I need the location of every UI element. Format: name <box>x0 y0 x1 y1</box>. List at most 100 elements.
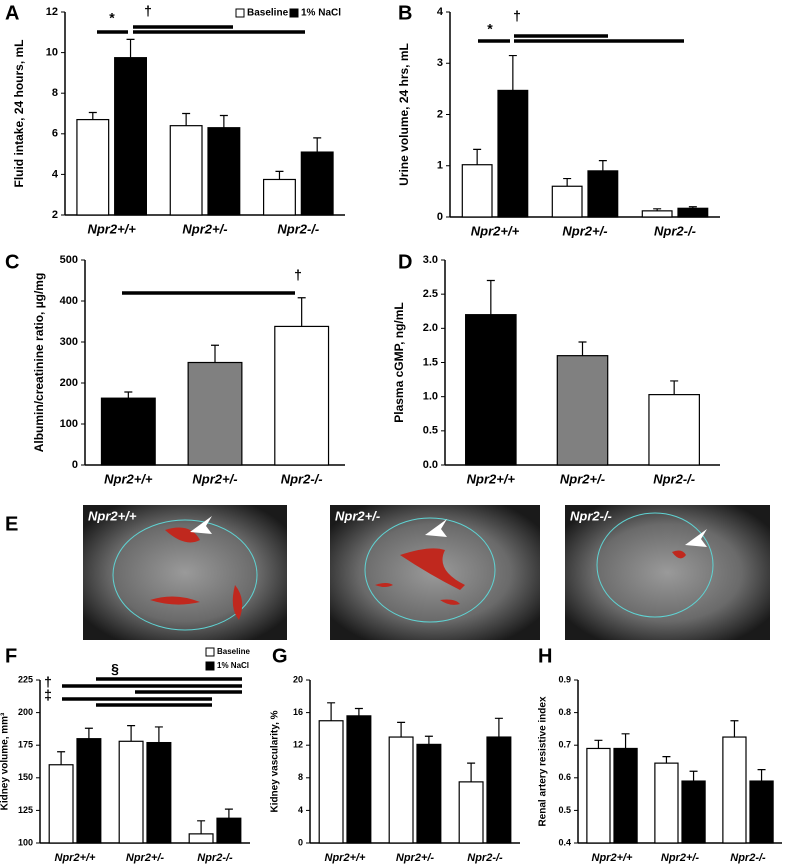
panel-letter: D <box>398 251 412 273</box>
bar <box>497 89 529 218</box>
annotation: § <box>111 661 119 677</box>
arrowhead <box>685 529 707 547</box>
error-bar <box>126 38 135 58</box>
annotation: † <box>513 8 521 24</box>
legend-swatch <box>289 8 299 18</box>
image-label: Npr2-/- <box>570 508 612 523</box>
x-tick-label: Npr2+/+ <box>471 223 520 238</box>
y-tick-label: 0.5 <box>558 805 571 815</box>
x-tick-label: Npr2-/- <box>653 471 695 486</box>
y-tick-label: 1 <box>437 160 443 172</box>
x-tick-label: Npr2+/+ <box>55 852 97 864</box>
x-tick-label: Npr2-/- <box>730 852 766 864</box>
error-bar <box>124 391 133 399</box>
y-tick-label: 4 <box>52 168 59 180</box>
error-bar <box>486 279 495 315</box>
error-bar <box>297 297 306 327</box>
error-bar <box>578 341 587 356</box>
error-bar <box>313 137 322 153</box>
error-bar <box>88 111 97 120</box>
x-tick-label: Npr2-/- <box>197 852 233 864</box>
y-axis-label: Urine volume, 24 hrs, mL <box>397 43 411 186</box>
legend-label: 1% NaCl <box>301 8 341 19</box>
error-bar <box>154 726 163 743</box>
panel-letter: B <box>398 2 412 24</box>
error-bar <box>84 727 93 739</box>
bar <box>587 170 619 218</box>
y-tick-label: 0.7 <box>558 740 571 750</box>
y-tick-label: 20 <box>293 674 303 684</box>
panel-letter: C <box>5 251 19 273</box>
annotation: † <box>44 674 52 690</box>
y-tick-label: 0.9 <box>558 674 571 684</box>
bar <box>100 397 156 466</box>
bar <box>188 833 214 844</box>
image-label: Npr2+/+ <box>88 508 137 523</box>
bar <box>263 178 296 216</box>
kidney-outline <box>364 517 496 623</box>
bar <box>274 325 330 466</box>
bar <box>169 125 203 216</box>
annotation: † <box>294 267 302 283</box>
y-axis-label: Renal artery resistive index <box>538 696 549 827</box>
bar <box>641 210 673 218</box>
y-tick-label: 12 <box>46 6 58 18</box>
bar <box>318 720 344 844</box>
y-tick-label: 2 <box>52 209 58 221</box>
annotation: * <box>487 21 493 37</box>
y-tick-label: 8 <box>52 87 58 99</box>
y-axis-label: Kidney volume, mm³ <box>0 712 11 810</box>
panel-letter: H <box>538 645 552 667</box>
y-tick-label: 12 <box>293 740 303 750</box>
y-tick-label: 225 <box>18 674 33 684</box>
error-bar <box>621 733 630 749</box>
bar <box>346 715 372 844</box>
ultrasound-image <box>83 505 287 640</box>
y-axis-label: Plasma cGMP, ng/mL <box>392 302 406 423</box>
error-bar <box>730 720 739 738</box>
x-tick-label: Npr2+/+ <box>87 221 136 236</box>
vessel-signal <box>375 548 465 605</box>
y-tick-label: 0.5 <box>423 425 438 437</box>
error-bar <box>211 344 219 363</box>
y-tick-label: 150 <box>18 772 33 782</box>
bar <box>722 736 747 844</box>
x-tick-label: Npr2-/- <box>277 221 319 236</box>
error-bar <box>473 148 482 165</box>
y-tick-label: 0.4 <box>558 837 571 847</box>
y-tick-label: 2.0 <box>423 322 438 334</box>
kidney-outline <box>596 512 714 618</box>
bar <box>486 736 512 844</box>
error-bar <box>494 717 503 738</box>
x-tick-label: Npr2+/- <box>182 221 227 236</box>
y-axis-label: Albumin/creatinine ratio, µg/mg <box>32 273 46 453</box>
error-bar <box>594 739 603 749</box>
legend-swatch <box>235 8 245 18</box>
x-tick-label: Npr2+/+ <box>104 471 153 486</box>
error-bar <box>127 725 136 742</box>
y-tick-label: 0.0 <box>423 459 438 471</box>
y-tick-label: 10 <box>46 47 58 59</box>
error-bar <box>57 751 66 765</box>
error-bar <box>182 112 191 126</box>
error-bar <box>563 177 572 187</box>
y-tick-label: 6 <box>52 128 58 140</box>
bar <box>76 118 110 216</box>
bar <box>677 207 709 218</box>
y-tick-label: 4 <box>437 6 444 18</box>
bar <box>388 736 414 844</box>
y-tick-label: 16 <box>293 707 303 717</box>
panel-letter: F <box>5 645 17 667</box>
bar <box>76 738 102 844</box>
bar <box>114 57 147 216</box>
bar <box>216 817 242 844</box>
error-bar <box>689 770 698 782</box>
y-tick-label: 0 <box>72 459 78 471</box>
error-bar <box>219 114 228 128</box>
error-bar <box>327 702 336 721</box>
y-tick-label: 8 <box>298 772 303 782</box>
bar <box>556 355 609 466</box>
bar <box>648 394 700 466</box>
bar <box>461 164 493 218</box>
x-tick-label: Npr2+/- <box>396 852 435 864</box>
